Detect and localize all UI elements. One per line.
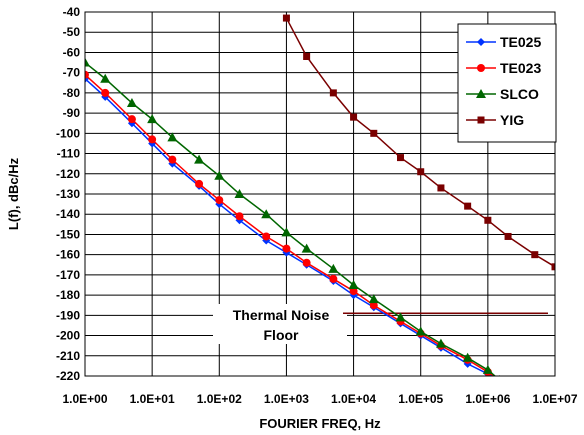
x-tick-label: 1.0E+00 xyxy=(62,392,107,406)
legend-label-te025: TE025 xyxy=(500,34,541,50)
legend-marker-slco xyxy=(476,89,486,98)
data-point-te023 xyxy=(282,244,291,253)
data-point-yig xyxy=(329,89,337,97)
data-point-slco xyxy=(214,170,225,180)
data-point-yig xyxy=(370,129,378,137)
y-tick-label: -80 xyxy=(63,86,81,100)
data-point-yig xyxy=(303,52,311,60)
data-point-yig xyxy=(397,154,405,162)
legend: TE025 TE023 SLCO YIG xyxy=(457,23,557,143)
legend-label-te023: TE023 xyxy=(500,60,541,76)
data-point-yig xyxy=(551,263,555,271)
data-point-slco xyxy=(301,243,312,253)
data-point-yig xyxy=(437,184,445,192)
data-point-yig xyxy=(350,113,358,121)
y-tick-label: -180 xyxy=(56,288,80,302)
y-tick-label: -210 xyxy=(56,349,80,363)
legend-box xyxy=(457,23,557,143)
data-point-slco xyxy=(147,114,158,124)
data-point-slco xyxy=(85,57,90,67)
data-point-te023 xyxy=(127,115,136,124)
y-tick-label: -100 xyxy=(56,126,80,140)
data-point-slco xyxy=(348,280,359,289)
x-tick-label: 1.0E+07 xyxy=(532,392,577,406)
y-tick-labels: -40 -50 -60 -70 -80 -90 -100 -110 -120 -130 -140 -1… xyxy=(56,5,80,383)
data-point-yig xyxy=(464,202,472,210)
data-point-slco xyxy=(415,326,426,336)
data-point-slco xyxy=(281,227,292,237)
data-point-slco xyxy=(126,98,137,107)
data-point-te023 xyxy=(235,212,244,221)
data-point-slco xyxy=(328,263,339,273)
y-axis-title: L(f), dBc/Hz xyxy=(6,157,21,230)
y-tick-label: -190 xyxy=(56,308,80,322)
x-tick-label: 1.0E+06 xyxy=(465,392,510,406)
x-axis-title: FOURIER FREQ, Hz xyxy=(259,416,381,431)
legend-marker-te023 xyxy=(477,64,485,72)
series-layer xyxy=(85,14,555,384)
y-tick-label: -90 xyxy=(63,106,81,120)
x-tick-label: 1.0E+02 xyxy=(197,392,242,406)
y-tick-label: -110 xyxy=(57,147,81,161)
data-point-te025 xyxy=(496,376,504,384)
y-tick-label: -130 xyxy=(56,187,80,201)
annotation-layer: Thermal Noise Floor xyxy=(213,304,548,344)
thermal-noise-label-line1: Thermal Noise xyxy=(233,307,330,323)
thermal-noise-label-line2: Floor xyxy=(264,327,300,343)
data-point-slco xyxy=(482,364,493,374)
data-point-te023 xyxy=(302,258,311,267)
data-point-slco xyxy=(462,352,473,362)
data-point-yig xyxy=(504,232,512,240)
series-yig xyxy=(282,14,555,271)
legend-marker-te025 xyxy=(477,38,485,46)
data-point-yig xyxy=(531,251,539,259)
legend-marker-yig xyxy=(477,116,485,124)
x-tick-label: 1.0E+01 xyxy=(130,392,175,406)
data-point-te023 xyxy=(496,376,504,384)
data-point-slco xyxy=(100,73,111,83)
y-tick-label: -40 xyxy=(63,5,81,19)
x-tick-label: 1.0E+04 xyxy=(331,392,376,406)
data-point-te023 xyxy=(329,274,338,283)
y-tick-label: -220 xyxy=(56,369,80,383)
x-tick-label: 1.0E+03 xyxy=(264,392,309,406)
data-point-yig xyxy=(484,216,492,224)
y-tick-label: -170 xyxy=(56,268,80,282)
data-point-te023 xyxy=(262,232,271,241)
data-point-te023 xyxy=(369,301,378,310)
data-point-slco xyxy=(194,154,205,164)
data-point-slco xyxy=(261,209,272,219)
series-slco xyxy=(85,57,501,376)
data-point-te023 xyxy=(101,88,110,97)
y-tick-label: -60 xyxy=(63,45,81,59)
data-point-yig xyxy=(282,14,290,22)
data-point-slco xyxy=(234,189,245,198)
y-tick-label: -70 xyxy=(63,66,81,80)
y-tick-label: -120 xyxy=(56,167,80,181)
data-point-slco xyxy=(395,312,406,322)
data-point-te023 xyxy=(215,196,224,205)
y-tick-label: -50 xyxy=(63,25,81,39)
data-point-yig xyxy=(417,168,425,176)
legend-label-yig: YIG xyxy=(500,112,524,128)
data-point-te023 xyxy=(168,155,177,164)
data-point-te023 xyxy=(195,179,204,188)
annotation-text-background xyxy=(213,304,347,344)
data-point-slco xyxy=(368,294,379,304)
y-tick-label: -150 xyxy=(56,227,80,241)
y-tick-label: -160 xyxy=(56,248,80,262)
data-point-te023 xyxy=(148,135,157,144)
data-point-slco xyxy=(167,132,178,142)
plot-area-border xyxy=(84,11,556,377)
data-point-te023 xyxy=(349,287,358,296)
legend-label-slco: SLCO xyxy=(500,86,539,102)
x-tick-labels: 1.0E+00 1.0E+01 1.0E+02 1.0E+03 1.0E+04 1.0E+… xyxy=(62,392,577,406)
y-tick-label: -140 xyxy=(56,207,80,221)
x-tick-label: 1.0E+05 xyxy=(398,392,443,406)
data-point-te023 xyxy=(85,70,89,79)
data-point-slco xyxy=(435,338,446,348)
y-tick-label: -200 xyxy=(56,329,80,343)
